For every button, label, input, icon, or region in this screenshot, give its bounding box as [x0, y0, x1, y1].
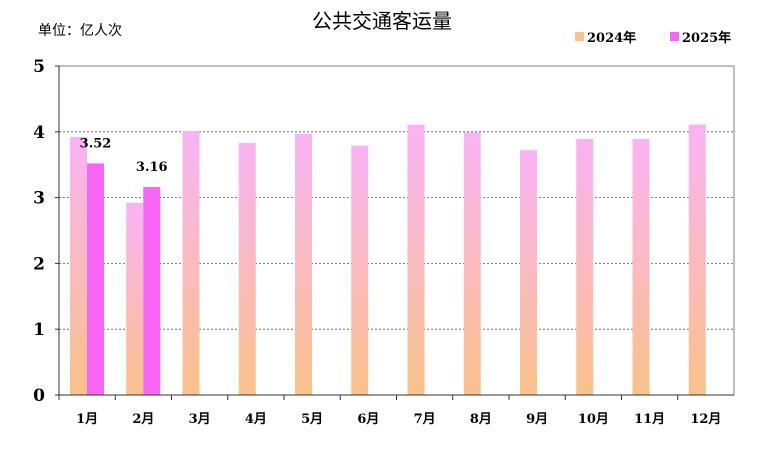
chart-title: 公共交通客运量	[312, 9, 452, 33]
x-tick-label: 3月	[189, 412, 211, 427]
bar-2024	[688, 124, 706, 395]
legend-label-2024: 2024年	[587, 30, 636, 46]
bar-2024	[407, 124, 425, 395]
bar-2024	[576, 139, 594, 395]
legend: 2024年 2025年	[575, 30, 731, 46]
x-tick-label: 4月	[245, 412, 267, 427]
legend-label-2025: 2025年	[682, 30, 731, 46]
bar-2024	[70, 137, 87, 395]
labels: 3.52 3.16	[80, 136, 168, 175]
y-tick-label: 3	[33, 189, 45, 209]
bar-2024	[295, 133, 312, 396]
bar-2024	[126, 202, 144, 395]
x-tick-label: 5月	[301, 412, 323, 427]
bar-2025	[143, 187, 161, 395]
bar-2024	[182, 131, 200, 395]
x-tick-label: 7月	[414, 412, 436, 427]
unit-label: 单位：亿人次	[38, 23, 122, 39]
bar-2024	[238, 142, 256, 395]
data-label: 3.16	[136, 160, 168, 175]
y-tick-label: 1	[33, 320, 45, 340]
y-tick-label: 4	[33, 123, 45, 143]
bars	[70, 124, 706, 396]
legend-swatch-2025	[670, 32, 679, 41]
bar-2024	[463, 132, 481, 395]
bar-2024	[632, 139, 650, 395]
x-tick-label: 8月	[470, 412, 492, 427]
x-tick-label: 11月	[634, 412, 665, 427]
y-tick-label: 0	[33, 386, 45, 406]
y-tick-label: 5	[33, 57, 45, 77]
axes: 0 1 2 3 4 5 1月 2月 3月 4月 5月 6月 7月 8月 9月 10月 11月 12月	[33, 57, 735, 427]
y-tick-label: 2	[33, 254, 45, 274]
bar-2025	[87, 163, 104, 395]
x-tick-label: 10月	[578, 412, 609, 427]
x-tick-label: 6月	[357, 412, 379, 427]
x-tick-label: 2月	[132, 412, 154, 427]
bar-2024	[520, 150, 537, 395]
legend-swatch-2024	[575, 32, 584, 41]
x-tick-label: 1月	[76, 412, 98, 427]
data-label: 3.52	[80, 136, 112, 151]
x-tick-label: 12月	[690, 412, 721, 427]
x-tick-label: 9月	[526, 412, 548, 427]
bar-2024	[351, 145, 369, 395]
